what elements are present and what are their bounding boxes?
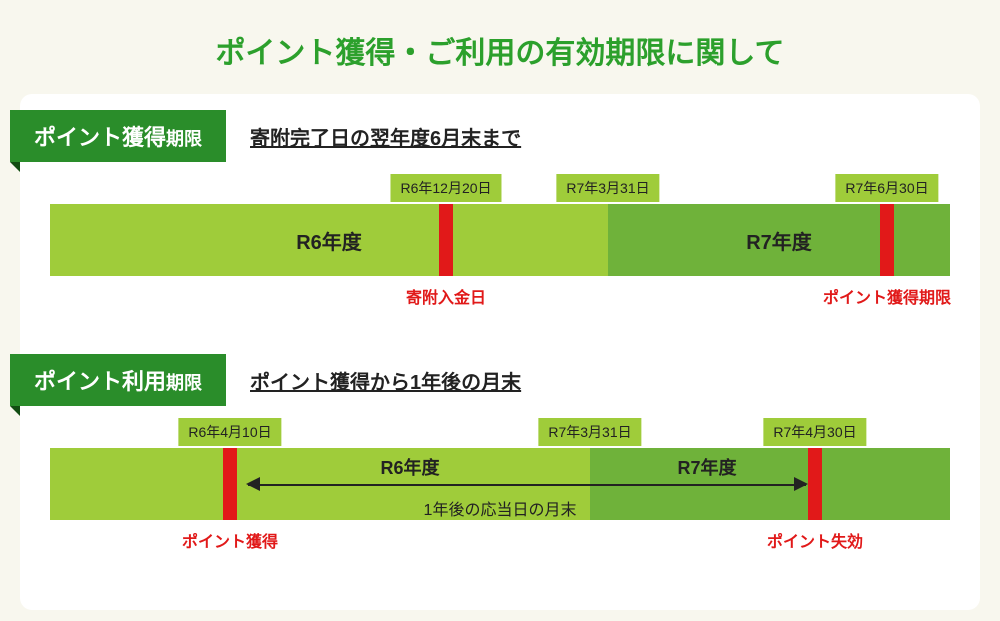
ribbon-use-main: ポイント利用 [34,369,166,394]
date-label-acquire-1: R7年3月31日 [556,174,659,202]
bar-label-r7-use: R7年度 [677,454,736,480]
section-acquire: ポイント獲得期限 寄附完了日の翌年度6月末まで R6年12月20日 R7年3月31… [50,110,950,344]
arrow-caption: 1年後の応当日の月末 [424,496,577,520]
bar-track-acquire: R6年度R7年度 [50,204,950,276]
ribbon-use: ポイント利用期限 [10,354,226,406]
ribbon-use-small: 期限 [166,373,202,393]
subtitle-acquire: 寄附完了日の翌年度6月末まで [250,122,521,151]
date-labels-use: R6年4月10日 R7年3月31日 R7年4月30日 [50,418,950,448]
section-use: ポイント利用期限 ポイント獲得から1年後の月末 R6年4月10日 R7年3月31日… [50,354,950,588]
ribbon-acquire: ポイント獲得期限 [10,110,226,162]
subtitle-use: ポイント獲得から1年後の月末 [250,366,521,395]
ribbon-acquire-main: ポイント獲得 [34,125,166,150]
below-labels-use: ポイント獲得 ポイント失効 [50,528,950,556]
bar-label-r6-use: R6年度 [380,454,439,480]
section-acquire-header: ポイント獲得期限 寄附完了日の翌年度6月末まで [50,110,950,162]
content-card: ポイント獲得期限 寄附完了日の翌年度6月末まで R6年12月20日R7年3月31… [20,94,980,610]
below-label-use-0: ポイント獲得 [182,528,278,552]
page-title: ポイント獲得・ご利用の有効期限に関して [0,0,1000,94]
below-labels-acquire: 寄附入金日 ポイント獲得期限 [50,284,950,312]
date-label-acquire-2: R7年6月30日 [835,174,938,202]
date-label-acquire-0: R6年12月20日 [390,174,501,202]
timeline-use: R6年4月10日 R7年3月31日 R7年4月30日 R6年度 R7年度 1年後の応当日… [50,418,950,588]
date-label-use-2: R7年4月30日 [763,418,866,446]
below-label-acquire-2: ポイント獲得期限 [823,284,951,308]
below-label-acquire-0: 寄附入金日 [406,284,486,308]
redline-acquire-1 [880,204,894,276]
below-label-use-2: ポイント失効 [767,528,863,552]
redline-use-0 [223,448,237,520]
date-label-use-0: R6年4月10日 [178,418,281,446]
bar-seg-r7: R7年度 [608,204,950,276]
ribbon-acquire-small: 期限 [166,129,202,149]
bar-seg-r6: R6年度 [50,204,608,276]
redline-acquire-0 [439,204,453,276]
date-labels-acquire: R6年12月20日 R7年3月31日 R7年6月30日 [50,174,950,204]
redline-use-1 [808,448,822,520]
date-label-use-1: R7年3月31日 [538,418,641,446]
section-use-header: ポイント利用期限 ポイント獲得から1年後の月末 [50,354,950,406]
timeline-acquire: R6年12月20日 R7年3月31日 R7年6月30日 R6年度R7年度 寄附入金日… [50,174,950,344]
bar-seg-r7-use [590,448,950,520]
bar-track-use: R6年度 R7年度 1年後の応当日の月末 [50,448,950,520]
